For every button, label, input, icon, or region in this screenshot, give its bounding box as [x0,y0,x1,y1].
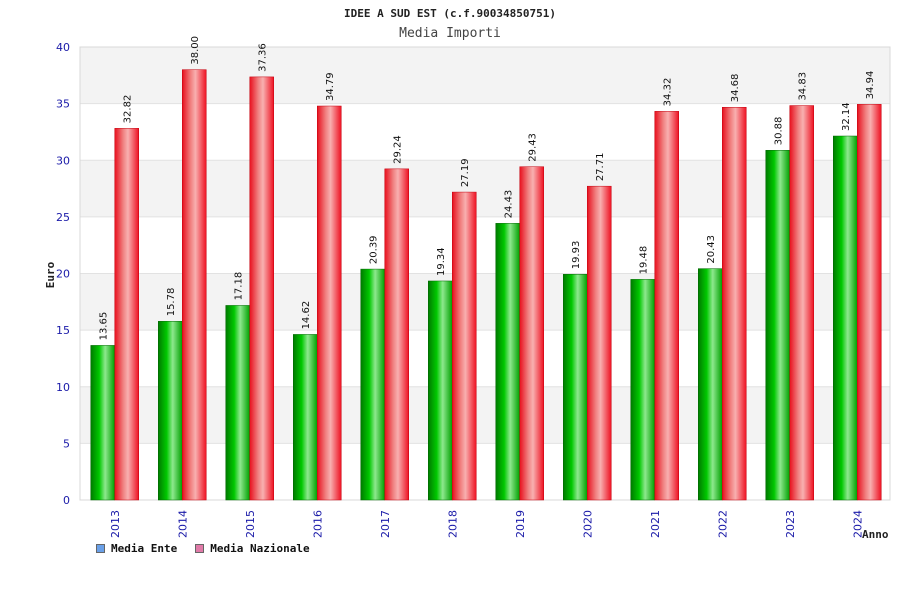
data-label: 27.19 [460,158,471,187]
bar-media-nazionale [384,168,409,501]
x-tick-label: 2014 [176,510,189,538]
y-tick-label: 0 [63,494,70,507]
x-tick-label: 2016 [311,510,324,538]
data-label: 13.65 [99,312,110,341]
data-label: 34.83 [798,72,809,101]
y-tick-label: 10 [56,381,70,394]
legend-label-media-ente: Media Ente [111,542,178,555]
data-label: 24.43 [504,190,515,219]
grid-band [80,330,890,387]
bar-media-nazionale [249,76,274,501]
bar-media-ente [765,150,790,501]
x-axis-label: Anno [862,528,889,541]
data-label: 38.00 [190,36,201,65]
bar-media-nazionale [587,185,612,501]
bar-media-ente [225,305,250,501]
chart-subtitle: Media Importi [399,26,501,41]
bar-media-ente [630,279,655,501]
data-label: 19.34 [436,247,447,276]
bar-media-ente [563,274,588,501]
bar-media-nazionale [857,104,882,501]
x-tick-label: 2021 [649,510,662,538]
legend-item-media-nazionale: Media Nazionale [195,542,310,555]
bar-media-ente [698,268,723,501]
data-label: 34.32 [663,78,674,107]
data-label: 19.48 [639,246,650,275]
y-tick-label: 35 [56,98,70,111]
data-label: 27.71 [595,153,606,182]
data-label: 34.94 [865,71,876,100]
x-tick-label: 2024 [851,510,864,538]
grid-band [80,216,890,274]
y-tick-label: 20 [56,268,70,281]
data-label: 32.82 [123,95,134,124]
x-tick-label: 2019 [514,510,527,538]
grid-band [80,443,890,500]
legend: Media Ente Media Nazionale [96,542,310,555]
legend-item-media-ente: Media Ente [96,542,177,555]
grid-band [80,273,890,331]
bar-media-ente [360,268,385,501]
data-label: 20.39 [369,235,380,264]
bar-media-nazionale [182,69,207,501]
x-tick-label: 2015 [244,510,257,538]
data-label: 19.93 [571,241,582,270]
data-label: 17.18 [234,272,245,301]
y-axis: 0 5 10 15 20 25 30 35 40 [56,41,70,507]
plot-frame [79,46,891,501]
bar-media-ente [158,321,183,501]
grid-bands [79,46,891,501]
y-tick-label: 15 [56,324,70,337]
y-tick-label: 40 [56,41,70,54]
grid-band [80,47,890,104]
bar-media-nazionale [452,191,477,501]
x-tick-label: 2023 [784,510,797,538]
bar-media-nazionale [317,105,342,501]
y-tick-label: 30 [56,154,70,167]
bar-media-ente [428,280,453,501]
x-tick-label: 2022 [716,510,729,538]
x-axis: 2013 2014 2015 2016 2017 2018 2019 2020 2021 2022… [109,510,865,538]
bar-media-ente [495,223,520,501]
legend-swatch-media-nazionale [195,544,205,553]
data-label: 29.43 [528,133,539,162]
bar-media-ente [833,135,858,501]
bar-media-nazionale [519,166,544,501]
bar-media-nazionale [654,111,679,501]
bar-media-nazionale [789,105,814,501]
grid-band [80,103,890,161]
y-tick-label: 5 [63,437,70,450]
data-label: 30.88 [774,117,785,146]
x-tick-label: 2020 [581,510,594,538]
x-tick-label: 2018 [446,510,459,538]
grid-band [80,160,890,217]
data-label: 20.43 [706,235,717,264]
bar-media-nazionale [722,106,747,501]
data-label: 29.24 [393,135,404,164]
x-tick-label: 2017 [379,510,392,538]
data-label: 34.79 [325,72,336,101]
data-label: 37.36 [258,43,269,72]
legend-label-media-nazionale: Media Nazionale [210,542,310,555]
grid-band [80,386,890,444]
x-tick-label: 2013 [109,510,122,538]
data-label: 15.78 [166,288,177,317]
y-axis-label: Euro [44,261,57,288]
bar-media-ente [90,345,115,501]
data-label: 34.68 [730,74,741,103]
y-tick-label: 25 [56,211,70,224]
chart-title: IDEE A SUD EST (c.f.90034850751) [344,7,556,20]
bar-media-nazionale [114,128,139,501]
legend-swatch-media-ente [96,544,105,553]
bar-media-ente [293,334,318,501]
bars: 13.65 32.82 15.78 38.00 17.18 37.36 14.62 34.79… [90,36,882,501]
data-label: 32.14 [841,102,852,131]
data-label: 14.62 [301,301,312,330]
